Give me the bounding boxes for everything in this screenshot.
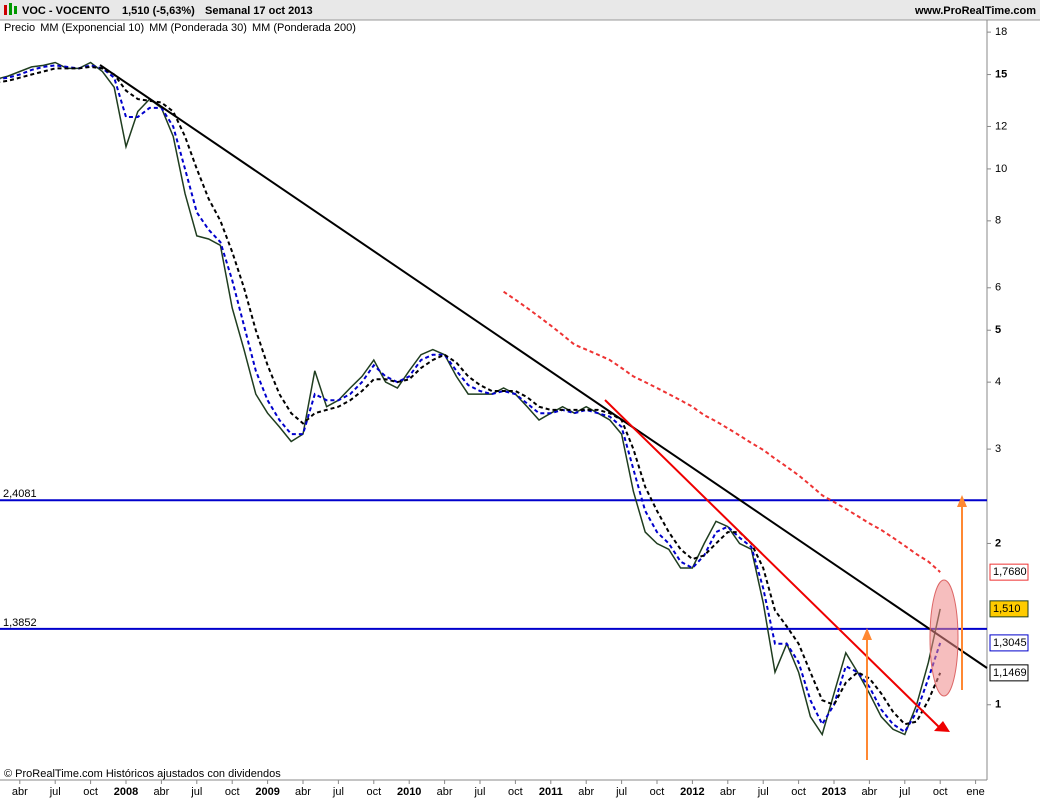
arrow-head [957, 495, 967, 507]
quote: 1,510 (-5,63%) [122, 5, 195, 17]
y-tick-label: 4 [995, 376, 1001, 388]
last-value-box [989, 634, 1029, 652]
x-tick-label: jul [332, 786, 344, 798]
level-label: 2,4081 [3, 488, 37, 500]
x-tick-label: jul [49, 786, 61, 798]
last-value-label: 1,510 [993, 603, 1021, 615]
header-bar [0, 0, 1040, 20]
footer: © ProRealTime.com Históricos ajustados c… [4, 768, 281, 780]
legend-entry: MM (Exponencial 10) [40, 22, 144, 34]
y-tick-label: 2 [995, 537, 1001, 549]
x-tick-label: oct [508, 786, 523, 798]
y-tick-label: 15 [995, 68, 1007, 80]
x-tick-label: jul [615, 786, 627, 798]
x-tick-label: jul [190, 786, 202, 798]
x-tick-label: abr [437, 786, 453, 798]
x-tick-label: 2012 [680, 786, 704, 798]
x-tick-label: abr [295, 786, 311, 798]
y-tick-label: 3 [995, 443, 1001, 455]
x-tick-label: oct [933, 786, 948, 798]
x-tick-label: 2013 [822, 786, 846, 798]
y-tick-label: 12 [995, 120, 1007, 132]
symbol: VOC - VOCENTO [22, 5, 110, 17]
x-tick-label: abr [153, 786, 169, 798]
logo [4, 3, 17, 15]
last-value-label: 1,7680 [993, 566, 1027, 578]
y-tick-label: 8 [995, 215, 1001, 227]
legend-entry: MM (Ponderada 30) [149, 22, 247, 34]
last-value-box [989, 600, 1029, 618]
x-tick-label: jul [473, 786, 485, 798]
y-tick-label: 10 [995, 163, 1007, 175]
x-tick-label: oct [791, 786, 806, 798]
trend-line [604, 399, 941, 729]
y-tick-label: 5 [995, 324, 1001, 336]
arrow-head [862, 628, 872, 640]
trend-line [99, 64, 988, 669]
x-tick-label: abr [578, 786, 594, 798]
series-line [0, 64, 942, 734]
x-tick-label: 2011 [539, 786, 563, 798]
x-tick-label: ene [966, 786, 984, 798]
last-value-box [989, 664, 1029, 682]
x-tick-label: 2009 [255, 786, 279, 798]
legend-entry: Precio [4, 22, 35, 34]
x-tick-label: oct [225, 786, 240, 798]
x-tick-label: oct [366, 786, 381, 798]
x-tick-label: oct [650, 786, 665, 798]
x-tick-label: 2008 [114, 786, 138, 798]
drawings [99, 64, 988, 760]
last-value-box [989, 563, 1029, 581]
legend-entry: MM (Ponderada 200) [252, 22, 356, 34]
x-tick-label: oct [83, 786, 98, 798]
last-value-label: 1,1469 [993, 667, 1027, 679]
last-value-label: 1,3045 [993, 637, 1027, 649]
arrow-head [934, 721, 950, 732]
y-tick-label: 1 [995, 699, 1001, 711]
x-tick-label: jul [898, 786, 910, 798]
x-tick-label: abr [720, 786, 736, 798]
y-tick-label: 6 [995, 282, 1001, 294]
x-tick-label: abr [861, 786, 877, 798]
x-tick-label: jul [757, 786, 769, 798]
level-label: 1,3852 [3, 617, 37, 629]
site: www.ProRealTime.com [914, 5, 1036, 17]
x-tick-label: abr [12, 786, 28, 798]
period: Semanal 17 oct 2013 [205, 5, 313, 17]
x-tick-label: 2010 [397, 786, 421, 798]
highlight-ellipse [929, 579, 959, 697]
y-tick-label: 18 [995, 26, 1007, 38]
